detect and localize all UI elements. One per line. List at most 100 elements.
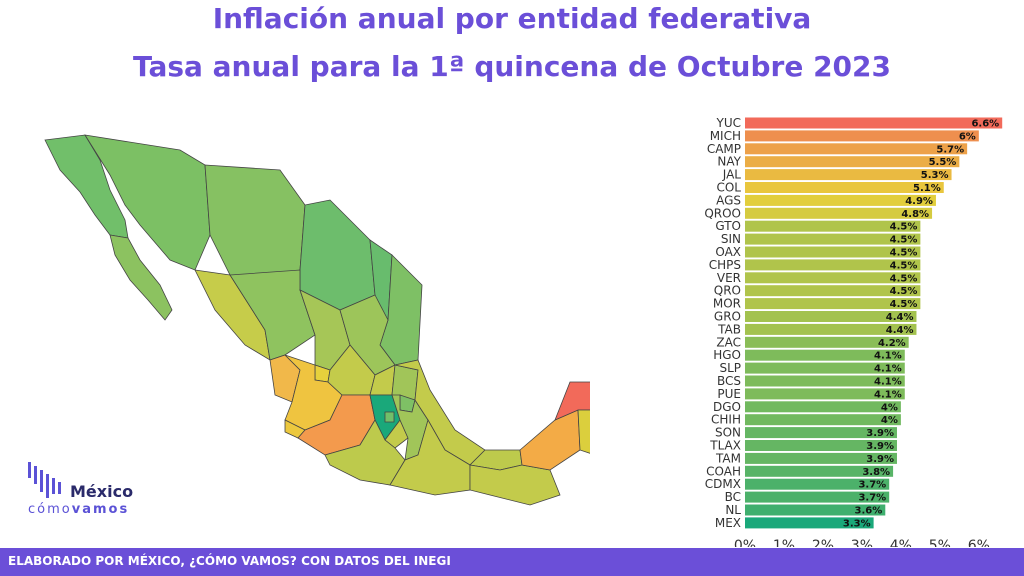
- footer-text: ELABORADO POR MÉXICO, ¿CÓMO VAMOS? CON D…: [8, 554, 451, 568]
- category-label: DGO: [713, 400, 741, 414]
- bar: [745, 259, 921, 271]
- data-label: 4.4%: [886, 312, 914, 323]
- category-label: NL: [725, 503, 741, 517]
- data-label: 5.3%: [921, 170, 949, 181]
- bar: [745, 156, 960, 168]
- bar: [745, 323, 917, 335]
- bar: [745, 517, 874, 529]
- bar: [745, 311, 917, 322]
- data-label: 4.1%: [874, 389, 902, 400]
- logo-name: México: [70, 482, 134, 501]
- map-region-gro: [324, 419, 406, 486]
- x-tick-label: 6%: [968, 538, 990, 547]
- category-label: GTO: [715, 219, 741, 233]
- category-label: MEX: [715, 516, 741, 530]
- bar: [745, 207, 933, 219]
- data-label: 3.7%: [858, 480, 886, 491]
- map-region-chps: [469, 464, 561, 506]
- map-region-son: [84, 134, 211, 271]
- x-tick-label: 5%: [929, 538, 951, 547]
- category-label: QROO: [704, 206, 741, 220]
- mexico-map: [44, 134, 590, 506]
- data-label: 5.7%: [936, 144, 964, 155]
- data-label: 3.9%: [866, 441, 894, 452]
- category-label: YUC: [716, 116, 742, 130]
- data-label: 4.2%: [878, 338, 906, 349]
- category-label: SON: [715, 426, 741, 440]
- data-label: 4.5%: [890, 273, 918, 284]
- data-label: 4.5%: [890, 260, 918, 271]
- category-label: VER: [717, 271, 741, 285]
- map-region-yuc: [554, 381, 590, 421]
- data-label: 3.6%: [855, 506, 883, 517]
- data-label: 5.1%: [913, 183, 941, 194]
- data-label: 4.5%: [890, 286, 918, 297]
- category-label: TAB: [717, 322, 741, 336]
- chart-title: Inflación anual por entidad federativa: [212, 2, 812, 35]
- bar: [745, 182, 944, 193]
- x-tick-label: 1%: [773, 538, 795, 547]
- x-tick-label: 2%: [812, 538, 834, 547]
- category-label: SIN: [721, 232, 741, 246]
- data-label: 3.9%: [866, 428, 894, 439]
- logo-bars-icon: [28, 462, 61, 498]
- bar: [745, 401, 901, 413]
- bar-chart: YUC 6.6% MICH 6% CAMP 5.7% NAY 5.5% JAL 5.3% COL 5.…: [704, 116, 1003, 547]
- bar: [745, 388, 905, 400]
- bar: [745, 440, 897, 451]
- map-region-bcs: [109, 234, 173, 321]
- category-label: NAY: [717, 155, 741, 169]
- category-label: BCS: [717, 374, 741, 388]
- bar: [745, 491, 890, 503]
- category-label: TLAX: [709, 439, 741, 453]
- bar: [745, 194, 936, 206]
- data-label: 4.5%: [890, 235, 918, 246]
- data-label: 4.5%: [890, 299, 918, 310]
- x-tick-label: 4%: [890, 538, 912, 547]
- logo-tagline: cómovamos: [28, 502, 130, 517]
- bar: [745, 362, 905, 374]
- category-label: JAL: [722, 168, 742, 182]
- data-label: 4%: [881, 402, 898, 413]
- x-tick-label: 0%: [734, 538, 756, 547]
- data-label: 3.3%: [843, 518, 871, 529]
- bar: [745, 130, 979, 142]
- bar: [745, 414, 901, 426]
- category-label: MOR: [713, 297, 741, 311]
- category-label: BC: [725, 490, 741, 504]
- data-label: 3.8%: [862, 467, 890, 478]
- map-region-camp: [519, 409, 581, 471]
- data-label: 4.5%: [890, 248, 918, 259]
- category-label: CHPS: [709, 258, 741, 272]
- data-label: 6%: [959, 131, 976, 142]
- category-label: CAMP: [707, 142, 741, 156]
- bar: [745, 246, 921, 258]
- category-label: CDMX: [705, 477, 741, 491]
- x-tick-label: 3%: [851, 538, 873, 547]
- map-region-qroo: [577, 409, 590, 454]
- bar: [745, 233, 921, 245]
- data-label: 4.4%: [886, 325, 914, 336]
- category-label: COAH: [706, 464, 741, 478]
- bar: [745, 169, 952, 181]
- category-label: SLP: [719, 361, 741, 375]
- bar: [745, 478, 890, 490]
- category-label: ZAC: [716, 335, 741, 349]
- bar: [745, 375, 905, 387]
- data-label: 3.9%: [866, 454, 894, 465]
- category-label: AGS: [716, 193, 741, 207]
- category-label: HGO: [713, 348, 741, 362]
- bar: [745, 117, 1003, 129]
- category-label: GRO: [714, 310, 741, 324]
- bar: [745, 427, 897, 439]
- category-label: MICH: [710, 129, 741, 143]
- data-label: 4.1%: [874, 364, 902, 375]
- data-label: 4.1%: [874, 351, 902, 362]
- bar: [745, 336, 909, 348]
- category-label: CHIH: [711, 413, 741, 427]
- bar: [745, 272, 921, 284]
- chart-subtitle: Tasa anual para la 1ª quincena de Octubr…: [132, 50, 892, 83]
- bar: [745, 349, 905, 361]
- data-label: 4.9%: [905, 196, 933, 207]
- data-label: 5.5%: [929, 157, 957, 168]
